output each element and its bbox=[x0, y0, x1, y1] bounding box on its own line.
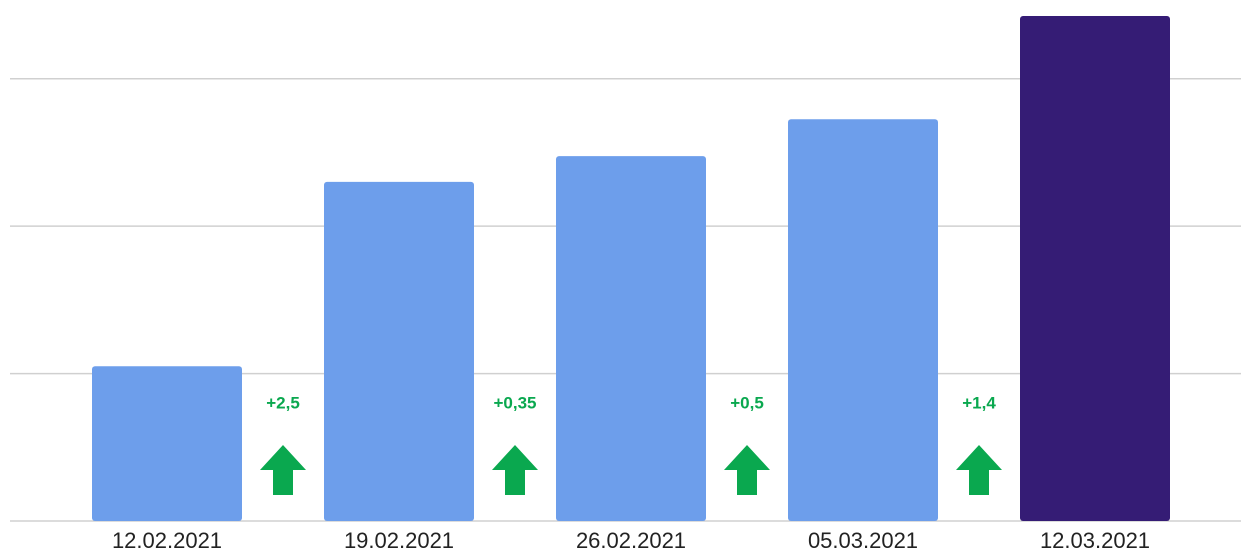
x-tick-label: 26.02.2021 bbox=[576, 528, 686, 553]
up-arrow bbox=[724, 445, 770, 495]
x-tick-label: 19.02.2021 bbox=[344, 528, 454, 553]
bar bbox=[92, 366, 242, 521]
bar bbox=[788, 119, 938, 521]
annotation: +0,5 bbox=[730, 393, 764, 412]
up-arrow bbox=[260, 445, 306, 495]
up-arrow bbox=[956, 445, 1002, 495]
x-tick-label: 05.03.2021 bbox=[808, 528, 918, 553]
x-tick-label: 12.02.2021 bbox=[112, 528, 222, 553]
annotation: +1,4 bbox=[962, 393, 996, 412]
up-arrow bbox=[492, 445, 538, 495]
annotation: +2,5 bbox=[266, 393, 300, 412]
bar bbox=[1020, 16, 1170, 522]
annotation: +0,35 bbox=[493, 393, 536, 412]
bar bbox=[324, 181, 474, 521]
bar bbox=[556, 156, 706, 521]
x-tick-label: 12.03.2021 bbox=[1040, 528, 1150, 553]
